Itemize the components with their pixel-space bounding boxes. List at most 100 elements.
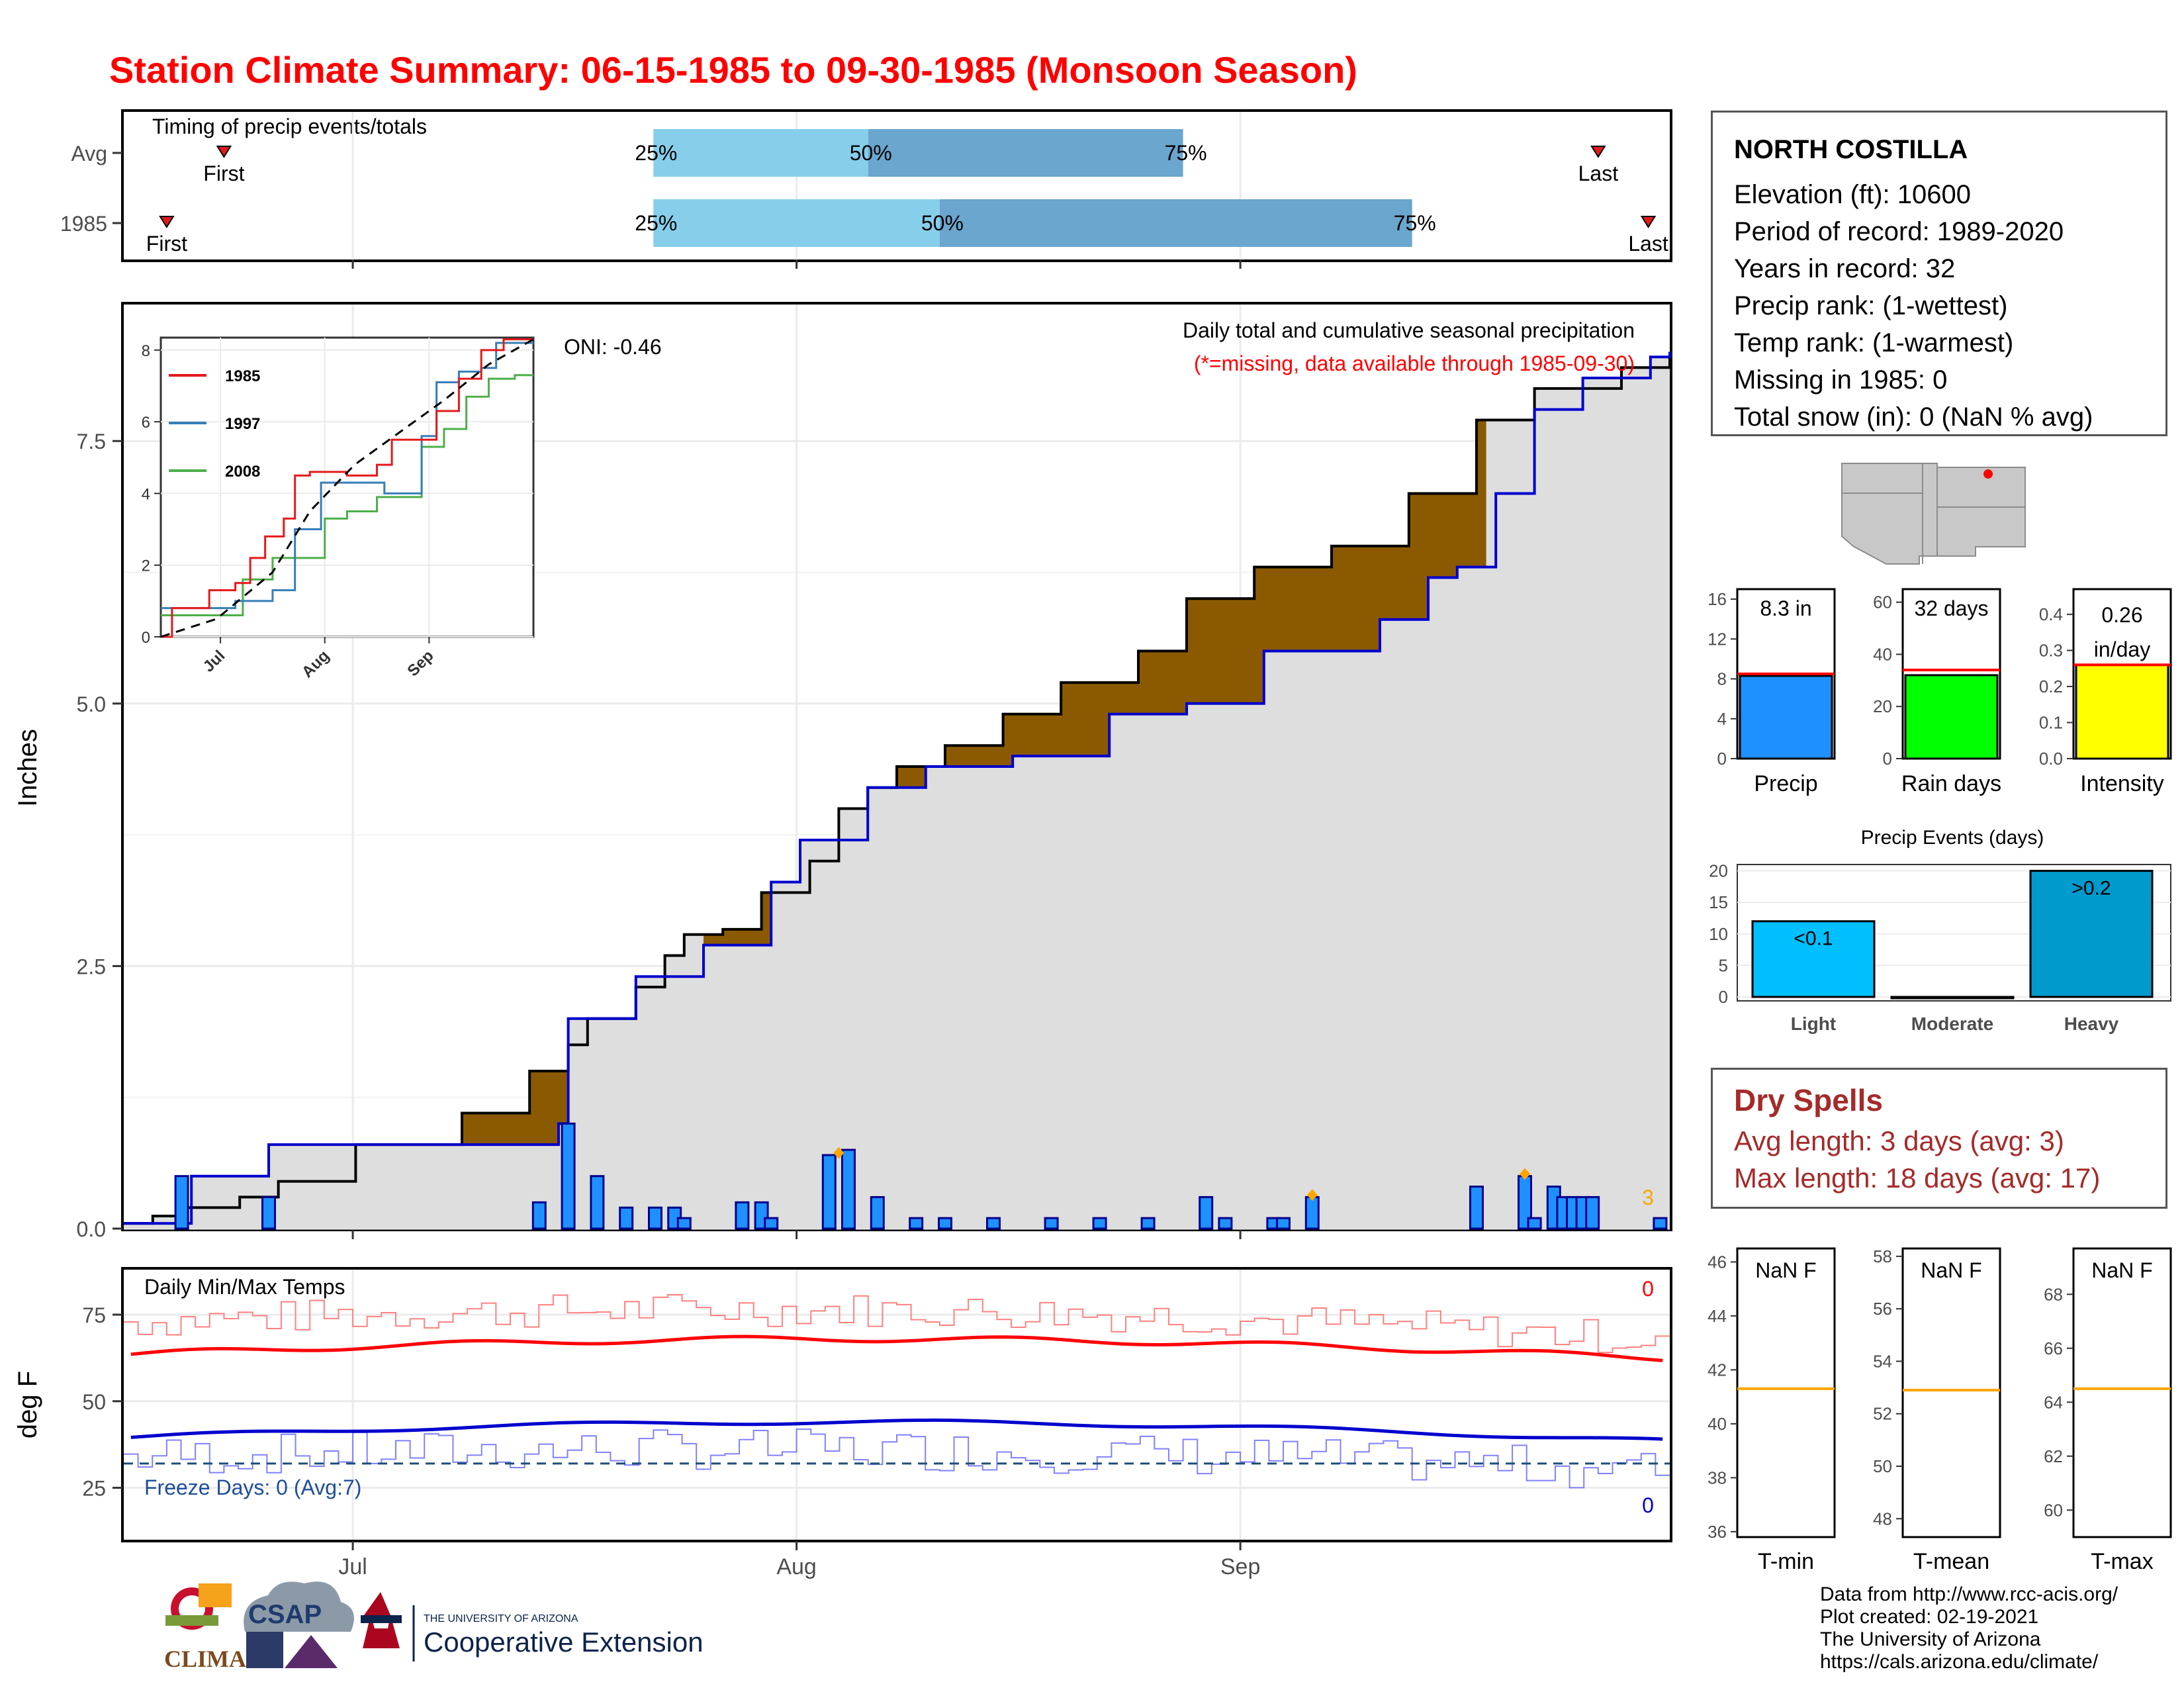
temp-y-tick-label: 66 [2044, 1338, 2063, 1358]
temp-y-tick-label: 46 [1707, 1252, 1727, 1272]
temp-y-tick-label: 44 [1707, 1306, 1727, 1326]
temp-y-tick-label: 36 [1707, 1522, 1727, 1542]
daily-precip-bar [821, 1154, 837, 1230]
daily-tmin-line [124, 1429, 1670, 1489]
university-of-arizona-logo: THE UNIVERSITY OF ARIZONA Cooperative Ex… [361, 1592, 704, 1662]
dry-spells-title: Dry Spells [1734, 1083, 1883, 1117]
timing-panel: Timing of precip events/totals 25% 50% 75%… [60, 109, 1672, 269]
events-y-tick-label: 5 [1719, 955, 1728, 975]
timing-q25-label: 25% [635, 141, 677, 165]
first-event-label: First [146, 232, 187, 256]
summary-value-label: 8.3 in [1760, 596, 1811, 620]
events-bar-label: <0.1 [1794, 928, 1833, 950]
ua-extension-text: Cooperative Extension [424, 1626, 704, 1658]
timing-q25-q50-bar [653, 199, 940, 247]
deficit-surplus-band [124, 352, 1670, 1224]
oni-label: ONI: -0.46 [564, 335, 662, 359]
inset-legend-label: 1985 [225, 367, 260, 385]
precip-y-tick-label: 7.5 [77, 430, 106, 453]
tmin-count: 0 [1642, 1493, 1654, 1517]
events-y-tick-label: 0 [1719, 987, 1728, 1007]
station-period: Period of record: 1989-2020 [1734, 217, 2064, 246]
events-category-label: Heavy [2064, 1013, 2119, 1034]
temp-y-tick-label: 56 [1873, 1299, 1892, 1319]
daily-precip-bar [1653, 1217, 1668, 1230]
summary-y-tick-label: 4 [1717, 709, 1727, 729]
daily-precip-bar [531, 1201, 547, 1230]
inset-legend-label: 1997 [225, 415, 260, 433]
events-title: Precip Events (days) [1861, 827, 2044, 849]
dry-spells-max: Max length: 18 days (avg: 17) [1734, 1162, 2101, 1194]
last-event-label: Last [1578, 162, 1619, 185]
dry-spells-box: Dry Spells Avg length: 3 days (avg: 3) M… [1711, 1068, 2167, 1209]
station-precip-rank: Precip rank: (1-wettest) [1734, 291, 2008, 320]
daily-precip-bar [648, 1206, 662, 1230]
temp-y-tick-label: 50 [1873, 1456, 1892, 1476]
station-name: NORTH COSTILLA [1734, 135, 1968, 164]
summary-y-tick-label: 12 [1707, 629, 1727, 649]
temp-category-label: T-mean [1913, 1549, 1989, 1574]
last-event-marker [1640, 216, 1657, 228]
precip-y-tick-label: 2.5 [77, 955, 106, 978]
inset-series-2008 [161, 374, 533, 617]
summary-value-label: 32 days [1914, 596, 1988, 620]
temp-y-tick-label: 62 [2044, 1446, 2063, 1466]
month-tick-label: Aug [776, 1554, 817, 1579]
temp-y-tick-label: 52 [1873, 1404, 1892, 1424]
freeze-days-label: Freeze Days: 0 (Avg:7) [144, 1476, 361, 1499]
daily-precip-bar [1140, 1217, 1156, 1230]
temp-category-label: T-max [2091, 1549, 2153, 1574]
daily-precip-bar [1092, 1217, 1107, 1230]
dry-spells-avg: Avg length: 3 days (avg: 3) [1734, 1125, 2064, 1156]
cumulative-fill-avg [124, 352, 1670, 1229]
last-event-label: Last [1628, 232, 1668, 256]
temp-value-label: NaN F [2091, 1258, 2152, 1282]
daily-precip-bar [619, 1206, 634, 1230]
daily-precip-bar [909, 1217, 924, 1230]
daily-precip-bar [1304, 1196, 1320, 1230]
corner-count: 3 [1642, 1186, 1654, 1209]
climas-logo-text: CLIMAS [164, 1646, 259, 1672]
daily-precip-bar [561, 1122, 576, 1230]
daily-precip-bar [735, 1201, 750, 1230]
temp-y-tick-label: 48 [1873, 1509, 1892, 1528]
timing-q50-q75-bar [868, 129, 1183, 177]
first-event-marker [159, 216, 175, 228]
inset-series-1985 [161, 338, 533, 638]
summary-y-tick-label: 40 [1873, 644, 1892, 664]
temp-y-tick-label: 68 [2044, 1284, 2063, 1304]
timing-q50-q75-bar [939, 199, 1412, 247]
month-tick-label: Jul [338, 1554, 367, 1579]
summary-y-tick-label: 0.0 [2039, 749, 2063, 769]
temp-value-label: NaN F [1755, 1258, 1816, 1282]
timing-q25-q50-bar [653, 129, 868, 177]
daily-tmax-line [124, 1294, 1670, 1354]
station-missing: Missing in 1985: 0 [1734, 365, 1948, 395]
timing-q50-label: 50% [850, 141, 892, 165]
summary-category-label: Intensity [2080, 771, 2164, 796]
summary-value-bar [1739, 675, 1833, 760]
heavy-event-marker [1520, 1168, 1530, 1180]
events-y-tick-label: 15 [1709, 892, 1728, 912]
temp-panel-frame [1736, 1247, 1836, 1538]
summary-value-bar [1904, 674, 1999, 760]
daily-precip-bar [1585, 1196, 1600, 1230]
month-tick-label: Sep [1220, 1554, 1261, 1579]
daily-precip-bar [174, 1175, 189, 1230]
precip-panel-title: Daily total and cumulative seasonal prec… [1183, 318, 1635, 342]
station-marker [1983, 469, 1993, 479]
heavy-event-marker [833, 1147, 844, 1159]
temps-panel: 25 50 75 Daily Min/Max Temps Freeze Days: … [13, 1267, 1672, 1579]
inset-y-tick-label: 8 [142, 342, 150, 360]
summary-y-tick-label: 0.3 [2039, 641, 2063, 661]
avg-tmax-line [130, 1335, 1663, 1362]
credit-line: https://cals.arizona.edu/climate/ [1820, 1651, 2099, 1673]
summary-y-tick-label: 0.1 [2039, 713, 2063, 733]
daily-precip-bar [1469, 1186, 1484, 1230]
events-bar [2029, 870, 2154, 998]
credits: Data from http://www.rcc-acis.org/ Plot … [1820, 1583, 2118, 1673]
events-y-tick-label: 20 [1709, 861, 1728, 881]
climas-logo: CLIMAS [164, 1583, 259, 1672]
temps-y-tick-label: 25 [82, 1477, 106, 1501]
